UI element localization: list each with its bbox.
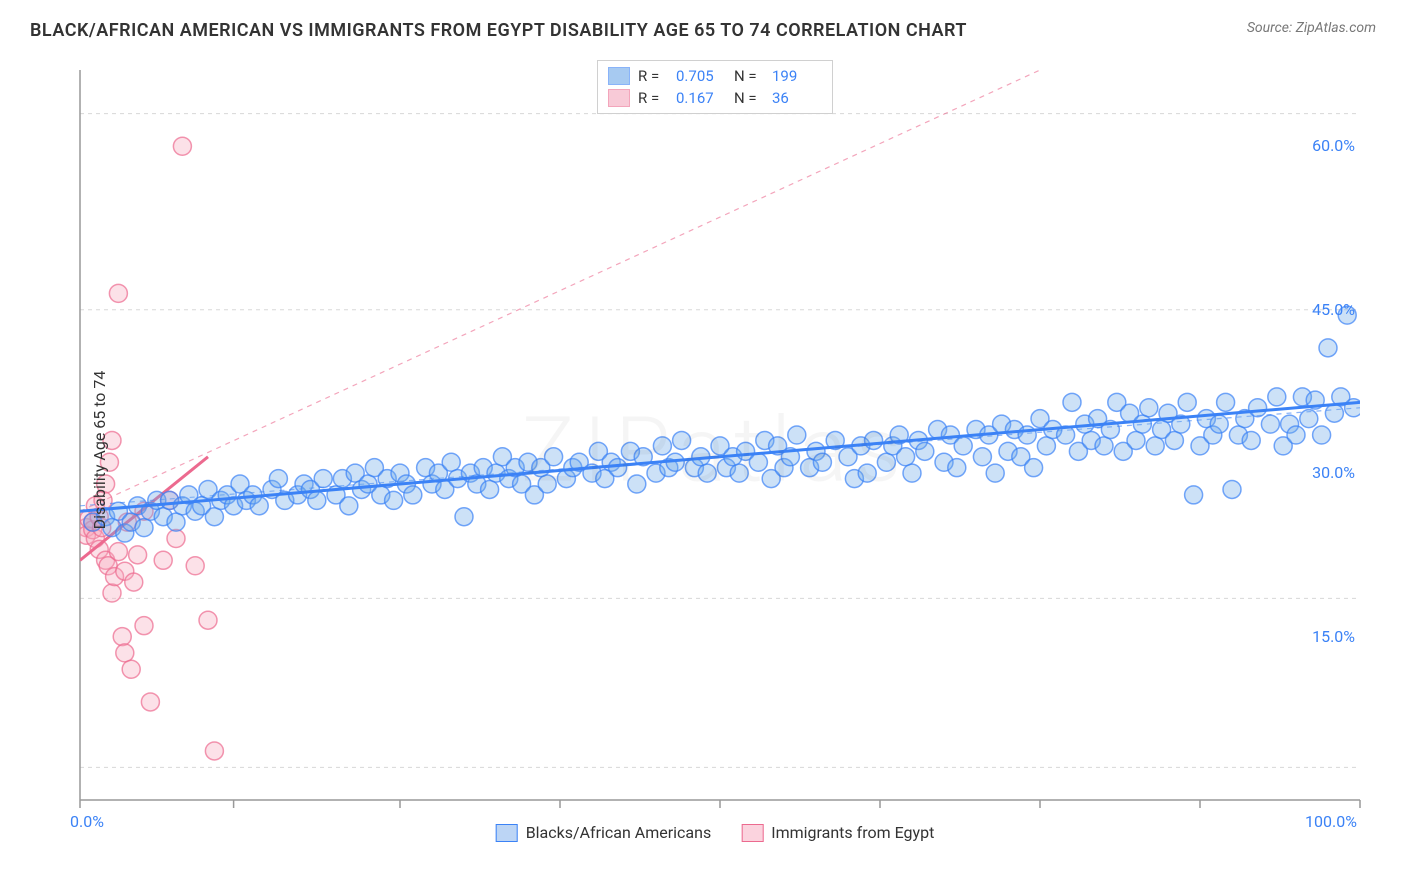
- y-axis-title: Disability Age 65 to 74: [90, 371, 109, 530]
- legend-label: Blacks/African Americans: [526, 823, 712, 842]
- swatch-icon: [608, 67, 630, 85]
- x-tick-label: 100.0%: [1305, 812, 1357, 831]
- r-value: 0.167: [676, 89, 726, 107]
- legend-item: Blacks/African Americans: [496, 823, 712, 842]
- y-tick-label: 45.0%: [1312, 300, 1355, 319]
- y-tick-label: 15.0%: [1312, 627, 1355, 646]
- y-tick-label: 30.0%: [1312, 463, 1355, 482]
- r-value: 0.705: [676, 67, 726, 85]
- correlation-legend: R = 0.705 N = 199 R = 0.167 N = 36: [597, 60, 833, 114]
- legend-item: Immigrants from Egypt: [741, 823, 934, 842]
- swatch-icon: [741, 824, 763, 842]
- series-legend: Blacks/African Americans Immigrants from…: [496, 823, 935, 842]
- n-value: 36: [772, 89, 822, 107]
- n-value: 199: [772, 67, 822, 85]
- legend-label: Immigrants from Egypt: [771, 823, 934, 842]
- y-tick-label: 60.0%: [1312, 136, 1355, 155]
- legend-row-series-2: R = 0.167 N = 36: [608, 87, 822, 109]
- source-credit: Source: ZipAtlas.com: [1247, 20, 1376, 36]
- legend-row-series-1: R = 0.705 N = 199: [608, 65, 822, 87]
- swatch-icon: [496, 824, 518, 842]
- scatter-chart: [50, 60, 1380, 840]
- swatch-icon: [608, 89, 630, 107]
- x-tick-label: 0.0%: [70, 812, 104, 831]
- chart-container: ZIPatlas Disability Age 65 to 74 R = 0.7…: [50, 60, 1380, 840]
- chart-title: BLACK/AFRICAN AMERICAN VS IMMIGRANTS FRO…: [30, 20, 967, 41]
